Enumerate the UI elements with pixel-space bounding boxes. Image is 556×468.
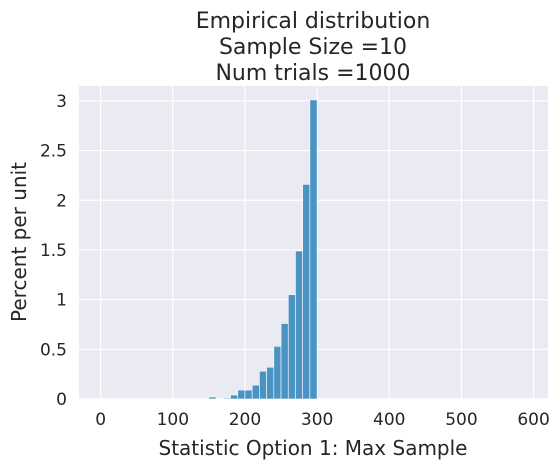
x-tick-label: 500 (445, 410, 477, 430)
histogram-bar (295, 250, 303, 400)
y-tick-label: 1 (56, 291, 67, 311)
histogram-bar (309, 99, 318, 400)
histogram-bar (280, 323, 289, 400)
histogram-bar (259, 370, 267, 400)
y-tick-label: 2 (56, 191, 67, 211)
chart-title-line-2: Sample Size =10 (219, 35, 407, 60)
x-tick-label: 400 (373, 410, 405, 430)
x-tick-label: 100 (157, 410, 189, 430)
bars (208, 99, 318, 400)
x-tick-label: 200 (229, 410, 261, 430)
chart-title-line-1: Empirical distribution (196, 9, 431, 34)
x-tick-label: 300 (301, 410, 333, 430)
histogram-bar (302, 184, 311, 400)
histogram-bar (230, 394, 239, 400)
histogram-bar (273, 346, 282, 400)
histogram-bar (208, 396, 217, 400)
y-tick-label: 2.5 (40, 142, 67, 162)
y-tick-label: 0 (56, 390, 67, 410)
chart-title-line-3: Num trials =1000 (215, 61, 410, 86)
y-axis-label: Percent per unit (7, 162, 31, 322)
y-tick-label: 0.5 (40, 340, 67, 360)
x-tick-labels: 0 100 200 300 400 500 600 (95, 410, 550, 430)
y-tick-label: 3 (56, 92, 67, 112)
x-tick-label: 600 (517, 410, 549, 430)
histogram-bar (251, 384, 260, 400)
histogram-bar (244, 389, 253, 400)
x-axis-label: Statistic Option 1: Max Sample (159, 436, 468, 460)
x-tick-label: 0 (95, 410, 106, 430)
histogram-bar (223, 397, 231, 400)
y-tick-labels: 0 0.5 1 1.5 2 2.5 3 (40, 92, 67, 410)
histogram-bar (237, 389, 246, 400)
histogram-bar (287, 294, 296, 400)
y-tick-label: 1.5 (40, 241, 67, 261)
histogram-bar (266, 366, 275, 400)
